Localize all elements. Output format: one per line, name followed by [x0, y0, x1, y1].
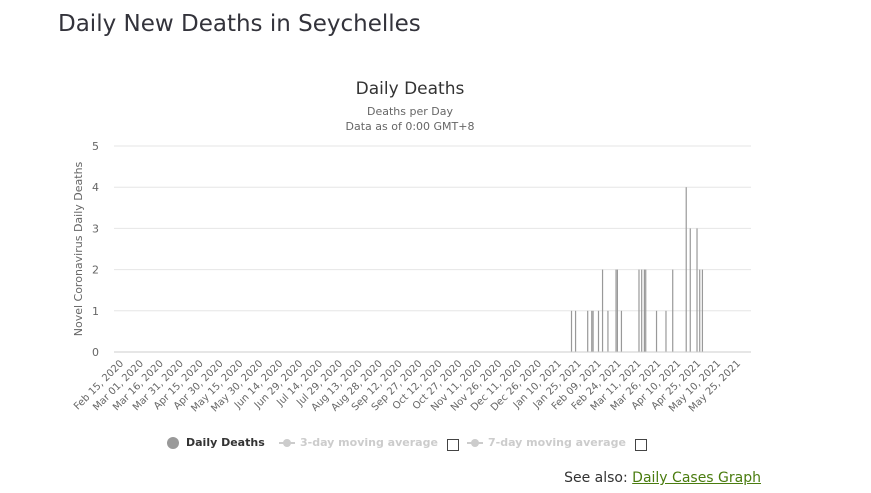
y-tick-label: 3: [92, 222, 99, 235]
daily-deaths-bar: [597, 310, 600, 352]
legend-label-3day-average: 3-day moving average: [300, 436, 438, 449]
y-gridlines: [114, 145, 751, 312]
chart-title: Daily Deaths: [356, 79, 465, 99]
legend-item-3day-average[interactable]: 3-day moving average: [279, 436, 438, 449]
daily-deaths-bar: [601, 269, 604, 352]
daily-deaths-bar: [641, 269, 643, 352]
legend-line-marker-icon: [467, 437, 483, 449]
daily-deaths-bar: [701, 269, 704, 352]
daily-deaths-bar: [615, 269, 617, 352]
see-also-label: See also:: [564, 470, 628, 486]
daily-deaths-bar: [655, 310, 658, 352]
legend-circle-icon: [167, 436, 179, 449]
chart-subtitle-asof: Data as of 0:00 GMT+8: [346, 120, 475, 133]
toggle-7day-average-checkbox[interactable]: [635, 439, 647, 451]
daily-deaths-bar: [574, 310, 577, 352]
y-tick-label: 4: [92, 181, 99, 194]
daily-deaths-bar: [643, 269, 645, 352]
daily-deaths-bar: [665, 310, 667, 352]
legend-item-7day-average[interactable]: 7-day moving average: [467, 436, 626, 449]
daily-deaths-bar: [620, 310, 623, 352]
daily-deaths-bar: [696, 228, 698, 352]
daily-deaths-bar: [689, 228, 691, 352]
legend-label-daily-deaths: Daily Deaths: [186, 436, 265, 449]
daily-deaths-bar: [672, 269, 674, 352]
see-also: See also: Daily Cases Graph: [564, 470, 761, 486]
y-axis-label: Novel Coronavirus Daily Deaths: [72, 161, 85, 336]
daily-deaths-bar: [607, 310, 609, 352]
y-tick-labels: 0 1 2 3 4 5: [92, 140, 99, 359]
y-tick-label: 1: [92, 305, 99, 318]
daily-deaths-bar: [591, 310, 593, 352]
chart-subtitle-units: Deaths per Day: [367, 105, 453, 118]
daily-deaths-bar: [699, 269, 701, 352]
y-tick-label: 0: [92, 346, 99, 359]
legend-item-daily-deaths[interactable]: Daily Deaths: [167, 436, 265, 449]
y-tick-label: 5: [92, 140, 99, 153]
daily-deaths-bar: [685, 187, 687, 352]
toggle-3day-average-checkbox[interactable]: [447, 439, 459, 451]
chart-legend: Daily Deaths 3-day moving average 7-day …: [0, 434, 871, 454]
daily-deaths-bars: [570, 187, 704, 352]
daily-deaths-bar: [616, 269, 618, 352]
page-title: Daily New Deaths in Seychelles: [58, 11, 421, 37]
daily-deaths-chart: Daily Deaths Deaths per Day Data as of 0…: [72, 79, 751, 414]
daily-deaths-bar: [638, 269, 640, 352]
daily-deaths-bar: [645, 269, 647, 352]
legend-line-marker-icon: [279, 437, 295, 449]
daily-deaths-bar: [570, 310, 573, 352]
y-tick-label: 2: [92, 264, 99, 277]
daily-deaths-bar: [587, 310, 589, 352]
legend-label-7day-average: 7-day moving average: [488, 436, 626, 449]
daily-deaths-bar: [592, 310, 594, 352]
daily-cases-graph-link[interactable]: Daily Cases Graph: [632, 470, 761, 486]
